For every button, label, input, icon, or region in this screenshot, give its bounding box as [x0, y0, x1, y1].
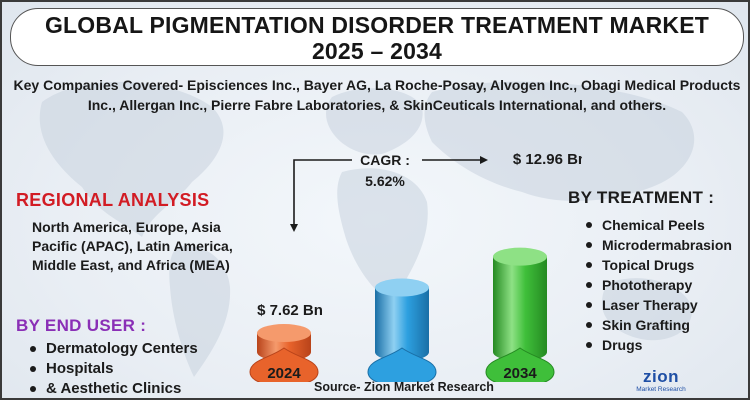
bar-2034 — [493, 256, 547, 361]
treatment-item: Skin Grafting — [584, 315, 732, 335]
bar-mid-top — [375, 278, 429, 297]
bar-mid — [375, 287, 429, 361]
title-line-2: 2025 – 2034 — [311, 38, 443, 64]
treatment-item: Laser Therapy — [584, 295, 732, 315]
category-label: 2034 — [503, 365, 537, 382]
cagr-value: 5.62% — [365, 173, 405, 189]
end-user-item: & Aesthetic Clinics — [28, 379, 198, 398]
source-text: Source- Zion Market Research — [314, 380, 494, 394]
end-user-heading: BY END USER : — [16, 316, 147, 335]
treatment-item: Drugs — [584, 335, 732, 355]
regional-analysis-heading: REGIONAL ANALYSIS — [16, 190, 210, 210]
arrow-head-right — [480, 156, 488, 164]
treatment-item: Chemical Peels — [584, 215, 732, 235]
treatment-list: Chemical Peels Microdermabrasion Topical… — [584, 215, 732, 355]
bar-2034-top — [493, 247, 547, 266]
title-banner: GLOBAL PIGMENTATION DISORDER TREATMENT M… — [10, 8, 744, 66]
end-user-list: Dermatology Centers Hospitals & Aestheti… — [28, 339, 198, 398]
cagr-label: CAGR : — [360, 152, 410, 168]
treatment-item: Microdermabrasion — [584, 235, 732, 255]
end-user-item: Hospitals — [28, 359, 198, 379]
bar-mid-badge — [367, 347, 437, 382]
treatment-item: Topical Drugs — [584, 255, 732, 275]
end-user-item: Dermatology Centers — [28, 339, 198, 359]
regional-analysis-text: North America, Europe, Asia Pacific (APA… — [32, 219, 233, 273]
title-line-1: GLOBAL PIGMENTATION DISORDER TREATMENT M… — [44, 12, 710, 38]
value-label: $ 7.62 Bn — [257, 302, 323, 319]
value-label: $ 12.96 Bn — [513, 151, 582, 168]
category-label: 2024 — [267, 365, 301, 382]
bar-2034-badge — [485, 347, 555, 382]
treatment-item: Phototherapy — [584, 275, 732, 295]
arrow-head-down — [290, 224, 298, 232]
world-map-background — [39, 81, 695, 377]
bar-2024-top — [257, 324, 311, 343]
key-companies-text: Key Companies Covered- Episciences Inc.,… — [13, 77, 741, 113]
logo-wordmark: zion — [643, 367, 679, 386]
bar-2024-badge — [249, 347, 319, 382]
logo-tagline: Market Research — [636, 386, 686, 393]
treatment-heading: BY TREATMENT : — [568, 188, 715, 207]
market-size-chart: 2024 $ 7.62 Bn 2034 $ 12.96 Bn CAGR : 5.62% — [249, 151, 582, 382]
zion-logo: zion Market Research — [632, 367, 690, 398]
cagr-connector-line — [293, 159, 352, 227]
